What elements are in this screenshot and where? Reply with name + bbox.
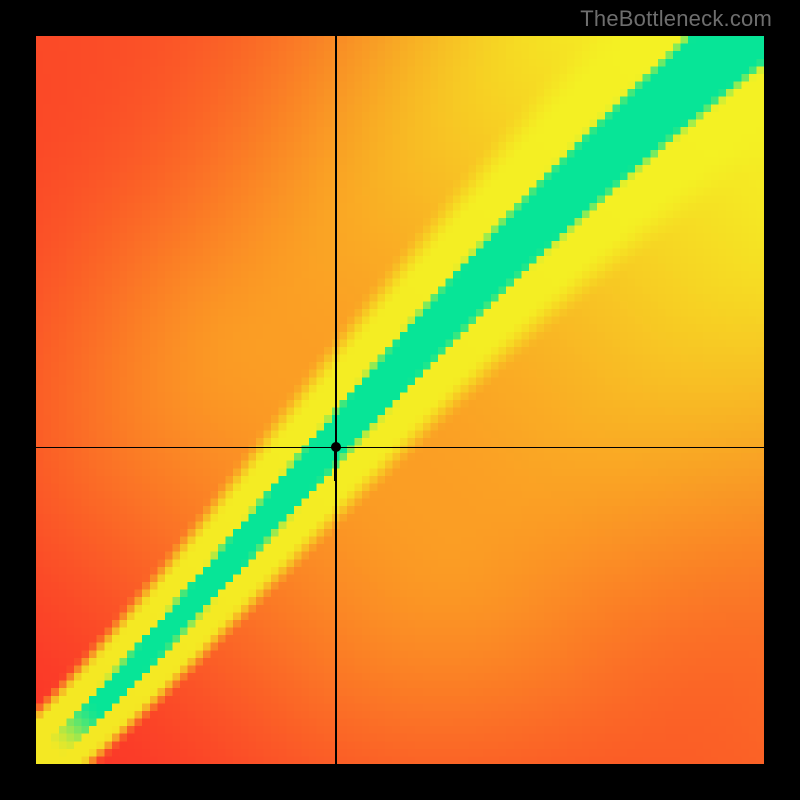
crosshair-down-tick <box>334 447 337 481</box>
bottleneck-heatmap <box>36 36 764 764</box>
crosshair-vertical <box>335 36 336 764</box>
watermark-text: TheBottleneck.com <box>580 6 772 32</box>
crosshair-horizontal <box>36 447 764 448</box>
